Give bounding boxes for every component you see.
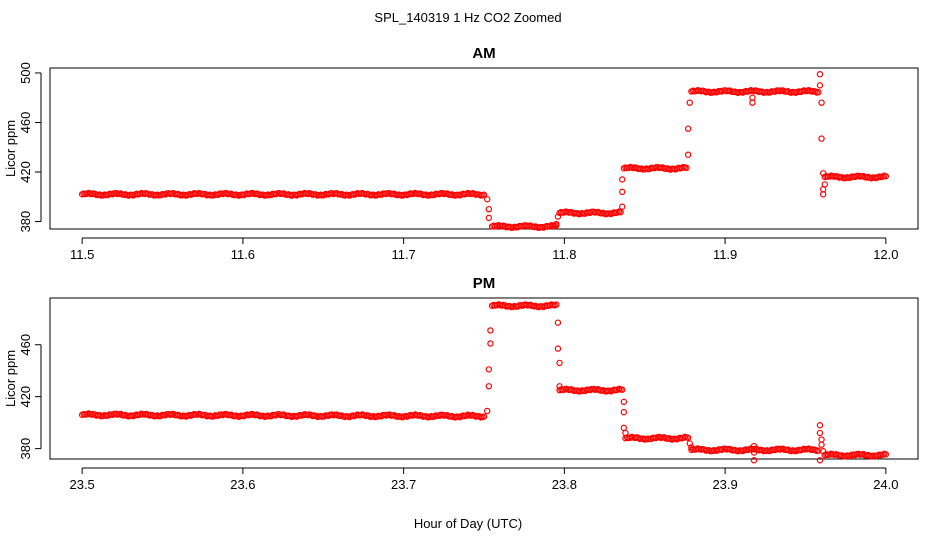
- pm-data-point: [480, 413, 488, 420]
- pm-data-point: [750, 449, 758, 456]
- am-data-points: [78, 70, 890, 232]
- am-y-axis-label: Licor ppm: [3, 120, 18, 177]
- am-data-point: [816, 70, 824, 78]
- am-x-tick-label: 11.9: [713, 247, 737, 262]
- am-data-point: [485, 205, 493, 213]
- pm-data-point: [622, 429, 629, 437]
- pm-data-points: [78, 301, 890, 464]
- am-data-point: [819, 191, 827, 198]
- am-data-point: [684, 151, 692, 158]
- am-y-tick-label: 460: [18, 112, 33, 134]
- pm-data-point: [554, 345, 562, 352]
- pm-plot-frame: [49, 297, 919, 460]
- pm-data-point: [686, 440, 693, 447]
- pm-x-tick-label: 23.7: [391, 477, 416, 492]
- am-data-point: [818, 135, 825, 142]
- am-data-point: [821, 181, 828, 188]
- am-data-point: [749, 99, 756, 106]
- pm-data-point: [485, 383, 493, 390]
- figure-title: SPL_140319 1 Hz CO2 Zoomed: [374, 10, 561, 25]
- pm-x-tick-label: 23.8: [552, 477, 577, 492]
- am-y-tick-label: 380: [18, 211, 33, 233]
- pm-data-point: [484, 407, 491, 415]
- am-data-point: [617, 208, 624, 216]
- am-data-point: [554, 213, 562, 220]
- am-data-point: [684, 125, 692, 132]
- am-x-tick-label: 11.5: [70, 247, 94, 262]
- pm-x-tick-label: 23.5: [69, 477, 94, 492]
- pm-data-point: [619, 386, 626, 393]
- am-data-point: [619, 188, 626, 196]
- am-data-point: [619, 176, 626, 183]
- pm-y-tick-label: 460: [18, 334, 33, 356]
- pm-data-point: [688, 444, 695, 451]
- am-y-tick-label: 420: [18, 161, 33, 183]
- pm-data-point: [816, 429, 824, 437]
- pm-x-tick-label: 23.9: [712, 477, 737, 492]
- am-plot-frame: [49, 67, 919, 230]
- pm-data-point: [818, 436, 825, 443]
- pm-panel-title: PM: [473, 275, 496, 292]
- pm-y-axis-label: Licor ppm: [3, 350, 18, 407]
- pm-panel: PM 23.5 23.6 23.7 23.8 23.9 24.0 380 420 460Licor…: [3, 275, 919, 492]
- am-data-point: [484, 196, 491, 203]
- am-data-point: [686, 99, 693, 106]
- pm-data-point: [553, 301, 560, 308]
- pm-data-point: [684, 434, 692, 441]
- pm-data-point: [882, 451, 890, 458]
- am-x-tick-label: 11.6: [231, 247, 255, 262]
- pm-data-point: [556, 359, 563, 367]
- pm-data-point: [487, 327, 494, 334]
- x-axis-label: Hour of Day (UTC): [414, 516, 522, 531]
- am-panel: AM 11.5 11.6 11.7 11.8 11.9 12.0 380 420 460 500 Li…: [3, 45, 919, 262]
- am-data-point: [819, 170, 827, 177]
- am-data-point: [815, 88, 822, 96]
- am-data-point: [619, 203, 626, 210]
- am-data-point: [480, 191, 488, 198]
- am-data-point: [485, 214, 493, 222]
- am-x-tick-label: 12.0: [873, 247, 898, 262]
- pm-y-tick-label: 380: [18, 438, 33, 460]
- pm-data-point: [816, 457, 824, 464]
- pm-data-point: [556, 383, 563, 390]
- am-data-point: [683, 164, 690, 172]
- pm-data-point: [816, 422, 824, 429]
- am-x-tick-label: 11.8: [552, 247, 576, 262]
- pm-y-tick-label: 420: [18, 386, 33, 408]
- pm-data-point: [620, 398, 628, 406]
- pm-data-point: [485, 366, 493, 373]
- pm-data-point: [487, 340, 494, 347]
- am-data-point: [816, 82, 824, 89]
- pm-data-point: [818, 441, 825, 448]
- pm-x-tick-label: 24.0: [873, 477, 898, 492]
- pm-data-point: [620, 424, 628, 432]
- pm-x-tick-label: 23.6: [230, 477, 255, 492]
- am-panel-title: AM: [472, 45, 495, 62]
- pm-data-point: [750, 442, 758, 450]
- am-y-tick-label: 500: [18, 62, 33, 84]
- am-x-tick-label: 11.7: [391, 247, 415, 262]
- pm-data-point: [554, 319, 562, 326]
- am-data-point: [553, 220, 560, 228]
- am-data-point: [818, 99, 825, 106]
- pm-data-point: [819, 448, 827, 455]
- am-data-point: [882, 173, 890, 180]
- pm-data-point: [750, 457, 758, 464]
- pm-data-point: [620, 409, 628, 416]
